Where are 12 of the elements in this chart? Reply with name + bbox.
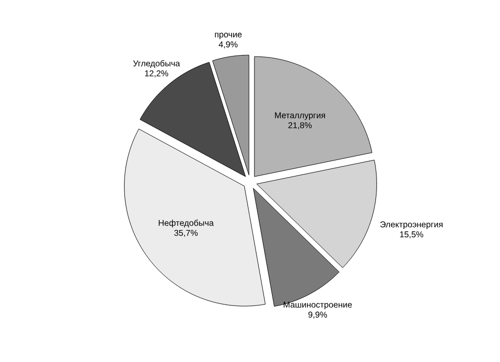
slice-label: Машиностроение: [284, 302, 352, 310]
data-label: 9,9%: [308, 312, 327, 319]
data-label: 15,5%: [400, 231, 424, 238]
data-label: 35,7%: [174, 230, 198, 237]
slice-label: Электроэнергия: [380, 221, 443, 230]
data-label: 21,8%: [288, 122, 312, 130]
slice-label: Нефтедобыча: [158, 220, 214, 228]
slice-label: Угледобыча: [133, 60, 180, 68]
data-label: 4,9%: [218, 41, 238, 48]
slice-label: Металлургия: [275, 112, 325, 120]
data-label: 12,2%: [145, 70, 168, 78]
slice-label: прочие: [214, 32, 242, 40]
